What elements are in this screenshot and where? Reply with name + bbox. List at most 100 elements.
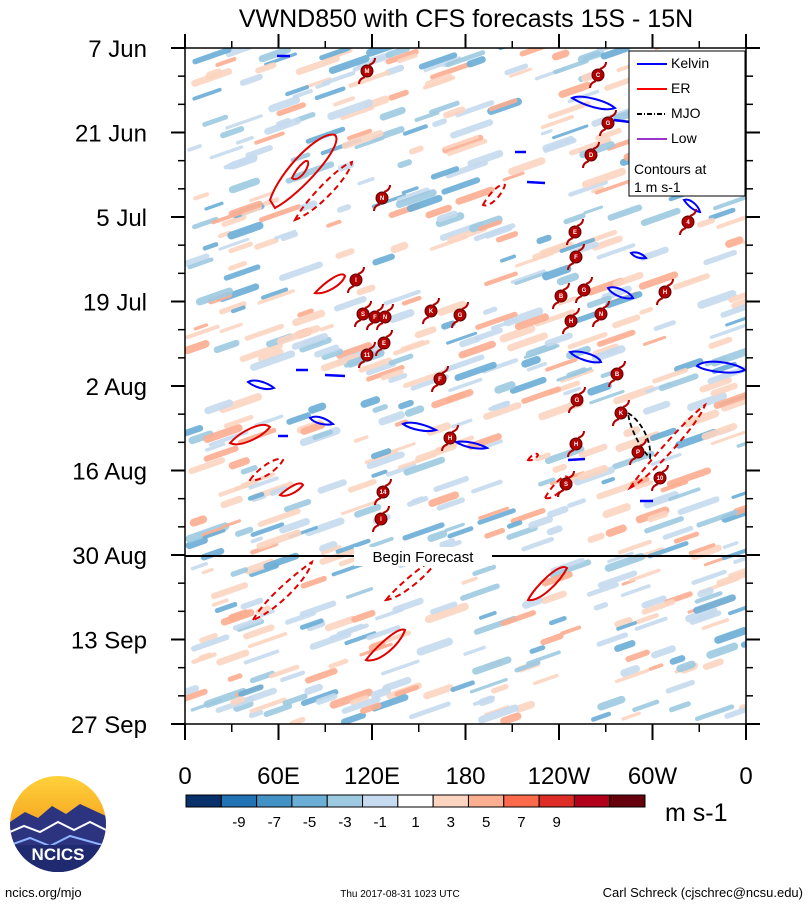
anomaly-streak xyxy=(244,323,284,341)
anomaly-streak xyxy=(466,56,486,68)
anomaly-streak xyxy=(450,119,494,139)
anomaly-streak xyxy=(641,595,667,609)
anomaly-streak xyxy=(725,316,746,327)
anomaly-streak xyxy=(385,48,411,59)
anomaly-streak xyxy=(539,241,569,257)
anomaly-streak xyxy=(428,491,460,507)
legend: Kelvin ER MJO Low Contours at 1 m s-1 xyxy=(628,50,746,197)
anomaly-streak xyxy=(360,702,382,714)
anomaly-streak xyxy=(716,215,746,230)
storm-label: G xyxy=(606,121,611,127)
anomaly-streak xyxy=(647,510,669,523)
anomaly-streak xyxy=(204,201,224,211)
storm-label: D xyxy=(589,153,594,159)
anomaly-streak xyxy=(322,70,356,86)
storm-label: E xyxy=(382,341,386,347)
anomaly-streak xyxy=(228,177,261,194)
anomaly-streak xyxy=(668,701,691,713)
anomaly-streak xyxy=(528,515,553,529)
anomaly-streak xyxy=(213,339,240,354)
anomaly-streak xyxy=(259,204,302,223)
anomaly-streak xyxy=(185,688,208,702)
anomaly-streak xyxy=(638,271,679,290)
x-tick-label: 0 xyxy=(178,763,191,790)
anomaly-streak xyxy=(668,487,701,502)
anomaly-streak xyxy=(450,680,475,693)
colorbar: -9 -7 -5 -3 -1 1 3 5 7 9 xyxy=(185,794,646,831)
anomaly-streak xyxy=(423,684,454,700)
anomaly-streak xyxy=(319,541,338,553)
colorbar-label: -7 xyxy=(268,814,281,831)
anomaly-streak xyxy=(620,664,641,677)
anomaly-streak xyxy=(696,217,716,228)
anomaly-streak xyxy=(385,48,419,65)
anomaly-streak xyxy=(728,605,746,616)
colorbar-swatch xyxy=(220,794,258,808)
anomaly-streak xyxy=(248,709,264,719)
storm-label: H xyxy=(663,290,667,296)
anomaly-streak xyxy=(467,433,502,450)
anomaly-streak xyxy=(238,427,277,445)
anomaly-streak xyxy=(534,452,551,462)
anomaly-streak xyxy=(596,632,629,647)
anomaly-streak xyxy=(714,627,746,644)
anomaly-streak xyxy=(658,373,699,392)
storm-label: F xyxy=(373,315,377,321)
anomaly-streak xyxy=(257,289,295,305)
kelvin-contour xyxy=(606,286,635,300)
anomaly-streak xyxy=(712,195,746,211)
anomaly-streak xyxy=(220,126,245,139)
anomaly-streak xyxy=(442,134,484,154)
anomaly-streak xyxy=(549,559,592,578)
anomaly-streak xyxy=(250,536,263,544)
anomaly-streak xyxy=(408,701,451,720)
storm-symbol: S xyxy=(354,300,372,328)
anomaly-streak xyxy=(329,688,373,709)
anomaly-streak xyxy=(404,405,425,417)
anomaly-streak xyxy=(648,663,664,671)
colorbar-swatch xyxy=(503,794,540,808)
anomaly-streak xyxy=(563,386,582,396)
anomaly-streak xyxy=(360,396,381,408)
anomaly-streak xyxy=(707,365,746,384)
anomaly-streak xyxy=(416,637,453,656)
storm-symbol: G xyxy=(451,301,469,329)
anomaly-streak xyxy=(625,649,650,662)
anomaly-streak xyxy=(640,207,681,227)
anomaly-streak xyxy=(295,55,340,76)
anomaly-streak xyxy=(600,48,631,60)
anomaly-streak xyxy=(394,419,408,427)
anomaly-streak xyxy=(595,127,622,141)
anomaly-streak xyxy=(446,331,478,345)
anomaly-streak xyxy=(602,503,631,519)
anomaly-streak xyxy=(556,272,580,286)
anomaly-streak xyxy=(430,601,458,615)
er-contour xyxy=(526,566,569,602)
anomaly-streak xyxy=(644,516,684,534)
er-contour xyxy=(290,159,310,181)
anomaly-streak xyxy=(201,567,214,575)
anomaly-streak xyxy=(586,295,612,309)
storm-symbol: P xyxy=(629,438,647,466)
anomaly-streak xyxy=(430,166,460,180)
storm-label: B xyxy=(559,294,564,300)
anomaly-streak xyxy=(189,515,208,527)
anomaly-streak xyxy=(255,62,277,74)
anomaly-streak xyxy=(475,311,518,330)
anomaly-streak xyxy=(230,567,249,577)
colorbar-unit: m s-1 xyxy=(665,799,728,827)
anomaly-streak xyxy=(328,658,349,669)
anomaly-streak xyxy=(651,645,676,659)
anomaly-streak xyxy=(597,329,636,347)
anomaly-streak xyxy=(351,609,376,623)
anomaly-streak xyxy=(506,520,523,529)
legend-label: Low xyxy=(671,130,698,146)
y-tick-label: 2 Aug xyxy=(86,374,147,401)
colorbar-swatch xyxy=(291,794,328,808)
anomaly-streak xyxy=(326,219,342,228)
anomaly-streak xyxy=(495,231,519,243)
anomaly-streak xyxy=(370,448,392,460)
er-contour-forecast xyxy=(627,402,707,491)
anomaly-streak xyxy=(223,414,254,429)
storm-symbol: G xyxy=(575,276,593,304)
